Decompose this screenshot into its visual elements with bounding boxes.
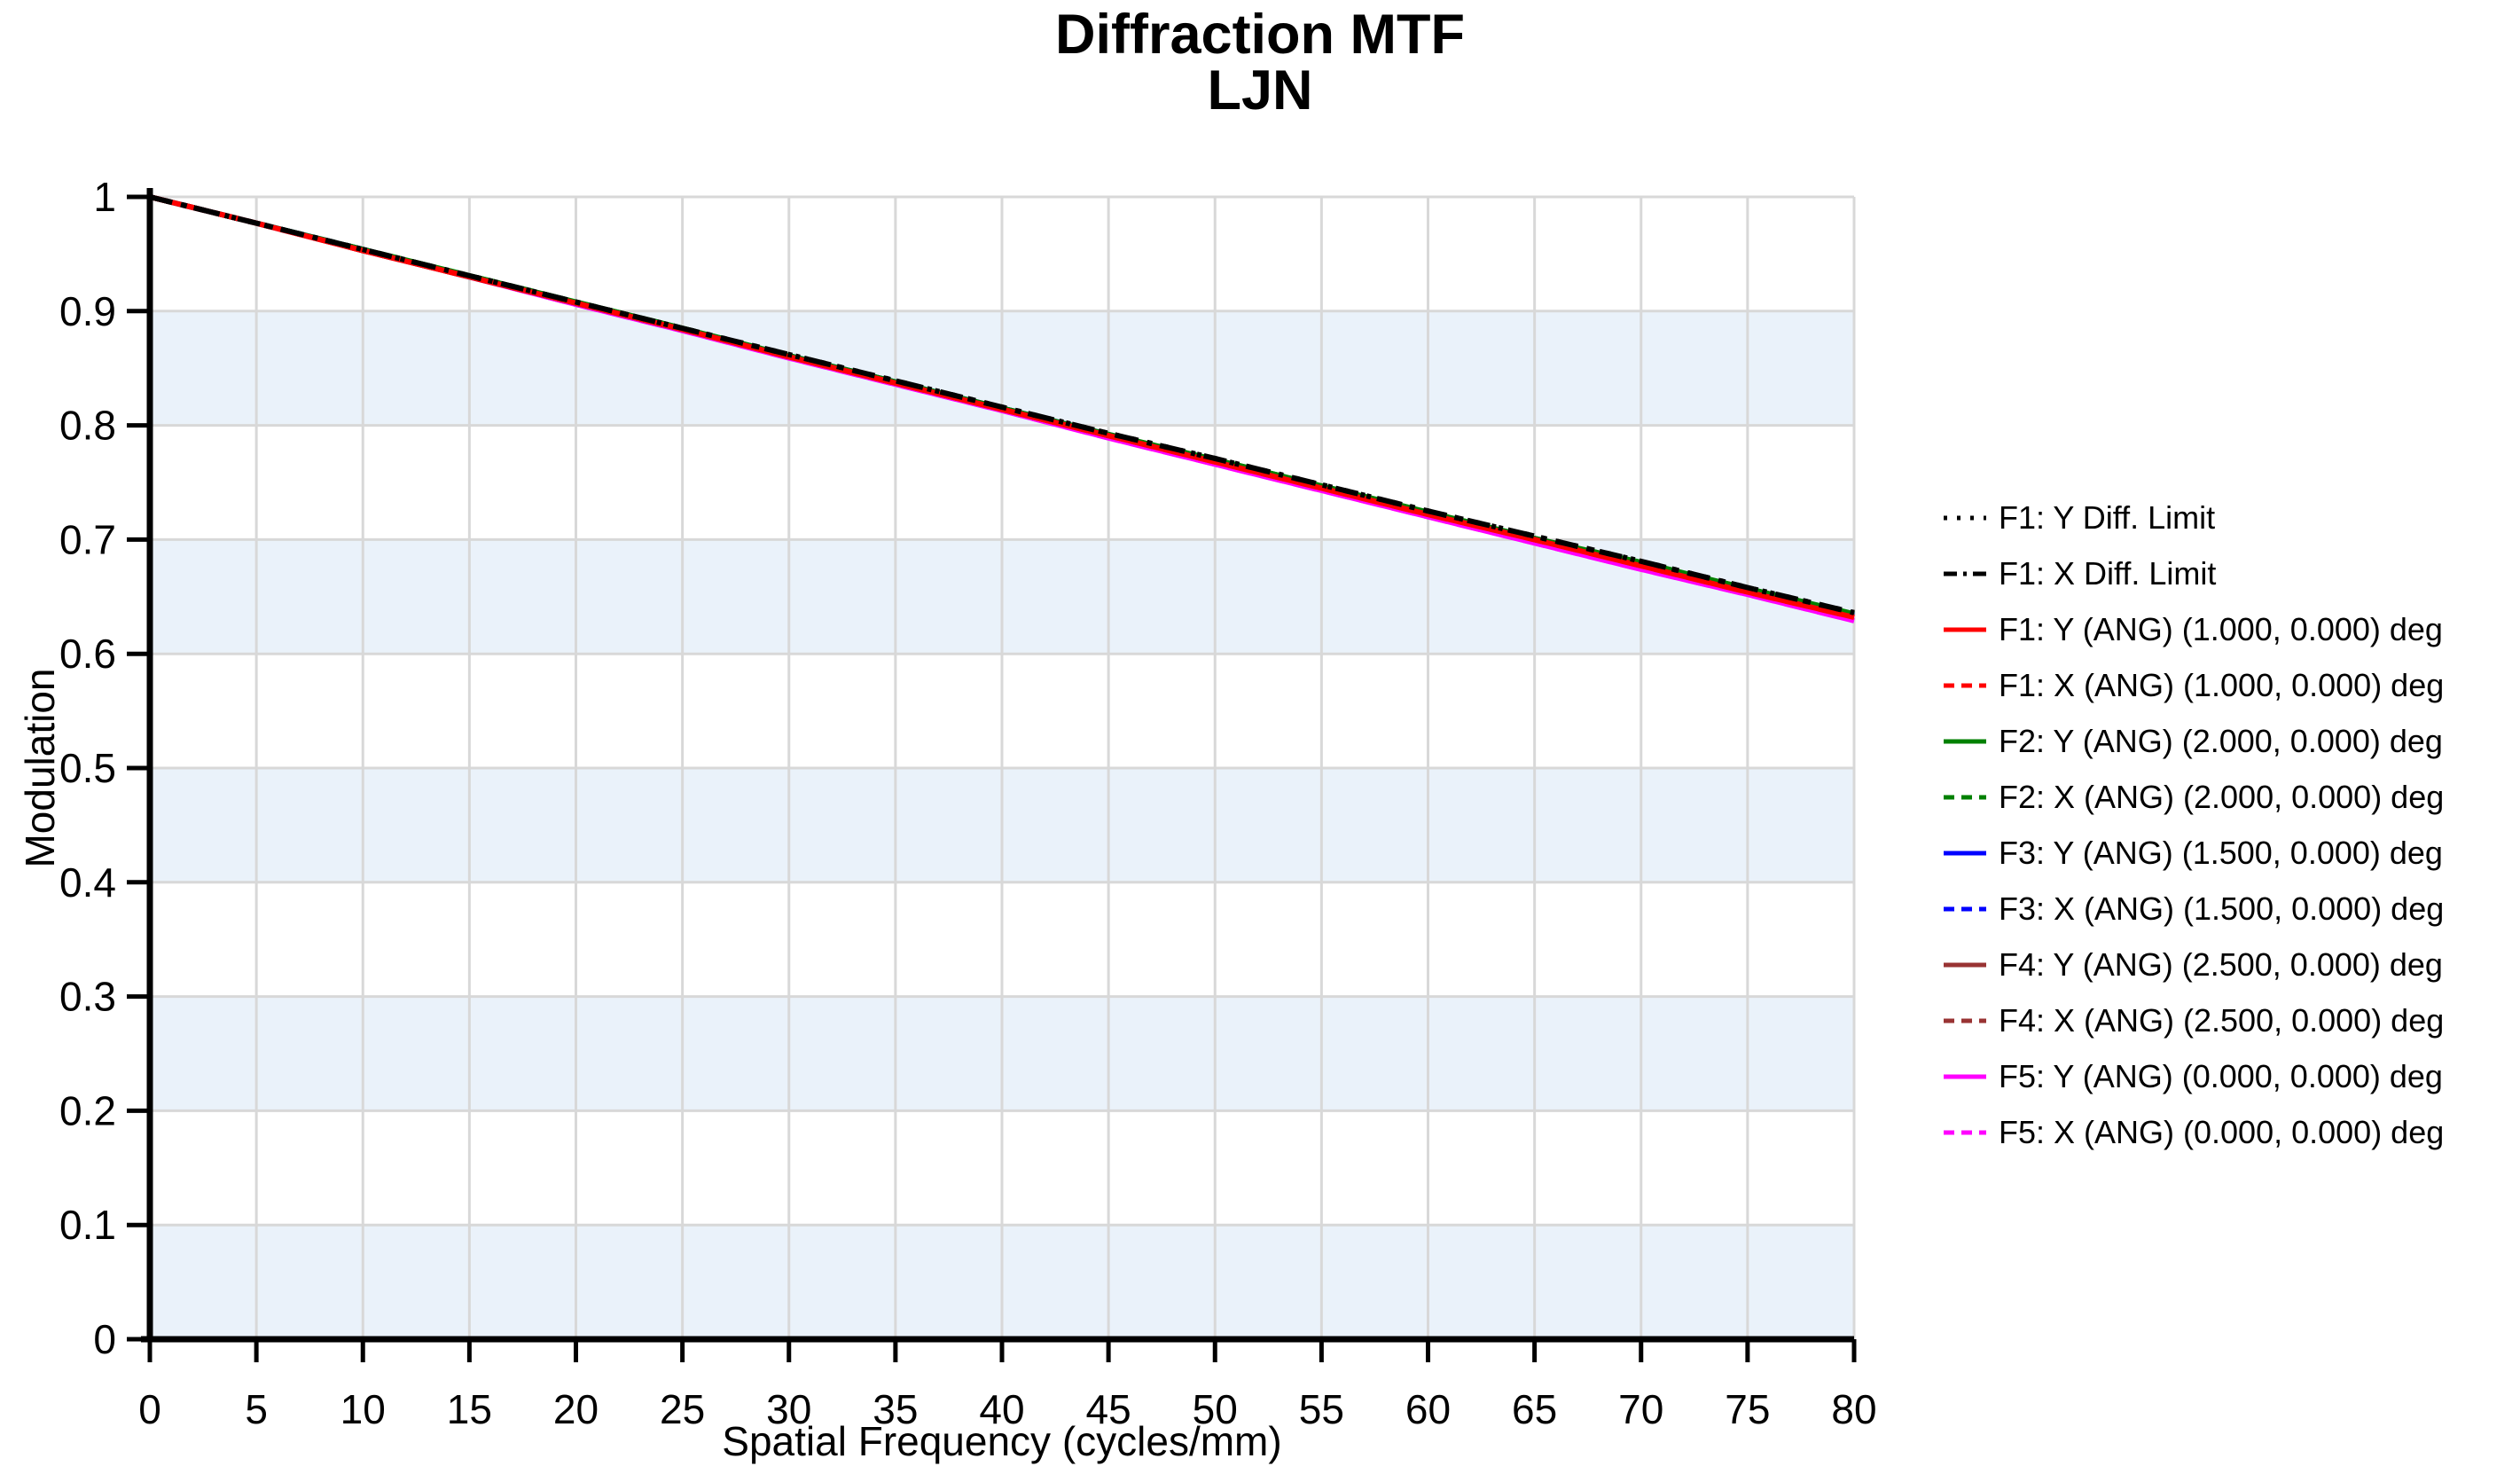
y-tick-label: 1: [93, 174, 116, 220]
legend-item-label: F3: X (ANG) (1.500, 0.000) deg: [1999, 890, 2445, 927]
legend-item: F2: X (ANG) (2.000, 0.000) deg: [1944, 769, 2444, 825]
x-tick-label: 15: [447, 1386, 492, 1432]
x-tick-label: 80: [1831, 1386, 1876, 1432]
x-axis-label: Spatial Frequency (cycles/mm): [722, 1418, 1282, 1464]
y-tick-label: 0.6: [59, 631, 116, 677]
legend-item: F3: X (ANG) (1.500, 0.000) deg: [1944, 881, 2444, 937]
legend-line-swatch: [1944, 962, 1986, 967]
chart-title: Diffraction MTF: [1055, 4, 1465, 66]
legend-item-label: F1: Y Diff. Limit: [1999, 498, 2216, 536]
x-tick-label: 50: [1193, 1386, 1238, 1432]
chart-title-block: Diffraction MTF LJN: [0, 7, 2520, 119]
legend-line-swatch: [1944, 571, 1986, 576]
legend-item-label: F1: X Diff. Limit: [1999, 554, 2217, 592]
y-tick-label: 0.8: [59, 403, 116, 449]
legend-line-swatch: [1944, 1074, 1986, 1078]
x-tick-label: 20: [553, 1386, 599, 1432]
legend-line-swatch: [1944, 851, 1986, 855]
x-tick-label: 25: [660, 1386, 705, 1432]
x-tick-label: 10: [340, 1386, 386, 1432]
legend-item-label: F2: X (ANG) (2.000, 0.000) deg: [1999, 778, 2445, 815]
legend-item: F1: Y Diff. Limit: [1944, 490, 2444, 545]
legend-item: F5: Y (ANG) (0.000, 0.000) deg: [1944, 1048, 2444, 1104]
legend-item: F2: Y (ANG) (2.000, 0.000) deg: [1944, 713, 2444, 769]
x-tick-label: 75: [1725, 1386, 1770, 1432]
x-tick-label: 65: [1512, 1386, 1557, 1432]
legend-item-label: F2: Y (ANG) (2.000, 0.000) deg: [1999, 722, 2443, 759]
x-tick-label: 40: [979, 1386, 1024, 1432]
legend-line-swatch: [1944, 683, 1986, 687]
y-tick-label: 0.4: [59, 859, 116, 906]
x-tick-label: 55: [1299, 1386, 1344, 1432]
x-tick-label: 35: [873, 1386, 918, 1432]
y-tick-label: 0.3: [59, 974, 116, 1020]
legend-item-label: F5: X (ANG) (0.000, 0.000) deg: [1999, 1113, 2445, 1150]
chart-subtitle: LJN: [1207, 59, 1313, 122]
legend-line-swatch: [1944, 627, 1986, 631]
x-tick-label: 60: [1405, 1386, 1451, 1432]
legend-item-label: F4: Y (ANG) (2.500, 0.000) deg: [1999, 945, 2443, 983]
x-tick-label: 0: [138, 1386, 161, 1432]
legend-item: F4: X (ANG) (2.500, 0.000) deg: [1944, 992, 2444, 1048]
x-tick-label: 5: [245, 1386, 268, 1432]
y-tick-label: 0.9: [59, 288, 116, 334]
legend-item: F1: X (ANG) (1.000, 0.000) deg: [1944, 657, 2444, 713]
y-tick-label: 0.2: [59, 1087, 116, 1133]
legend-line-swatch: [1944, 906, 1986, 911]
legend-item: F1: X Diff. Limit: [1944, 545, 2444, 601]
legend-item-label: F1: X (ANG) (1.000, 0.000) deg: [1999, 666, 2445, 703]
legend-line-swatch: [1944, 1018, 1986, 1023]
legend-item: F3: Y (ANG) (1.500, 0.000) deg: [1944, 825, 2444, 881]
legend-line-swatch: [1944, 795, 1986, 799]
legend-item: F4: Y (ANG) (2.500, 0.000) deg: [1944, 937, 2444, 992]
y-tick-label: 0.5: [59, 745, 116, 791]
legend: F1: Y Diff. Limit F1: X Diff. Limit F1: Y …: [1944, 490, 2444, 1160]
x-tick-label: 45: [1086, 1386, 1131, 1432]
y-axis-label: Modulation: [17, 668, 63, 868]
x-tick-label: 70: [1618, 1386, 1663, 1432]
legend-item: F5: X (ANG) (0.000, 0.000) deg: [1944, 1104, 2444, 1160]
legend-item-label: F5: Y (ANG) (0.000, 0.000) deg: [1999, 1057, 2443, 1094]
legend-item-label: F1: Y (ANG) (1.000, 0.000) deg: [1999, 610, 2443, 647]
legend-line-swatch: [1944, 515, 1986, 520]
legend-line-swatch: [1944, 739, 1986, 743]
x-tick-label: 30: [766, 1386, 811, 1432]
legend-item: F1: Y (ANG) (1.000, 0.000) deg: [1944, 601, 2444, 657]
y-tick-label: 0.1: [59, 1202, 116, 1248]
legend-item-label: F3: Y (ANG) (1.500, 0.000) deg: [1999, 834, 2443, 871]
legend-item-label: F4: X (ANG) (2.500, 0.000) deg: [1999, 1001, 2445, 1039]
legend-line-swatch: [1944, 1130, 1986, 1134]
y-tick-label: 0.7: [59, 516, 116, 562]
y-tick-label: 0: [93, 1316, 116, 1362]
series-line: [149, 194, 1855, 616]
